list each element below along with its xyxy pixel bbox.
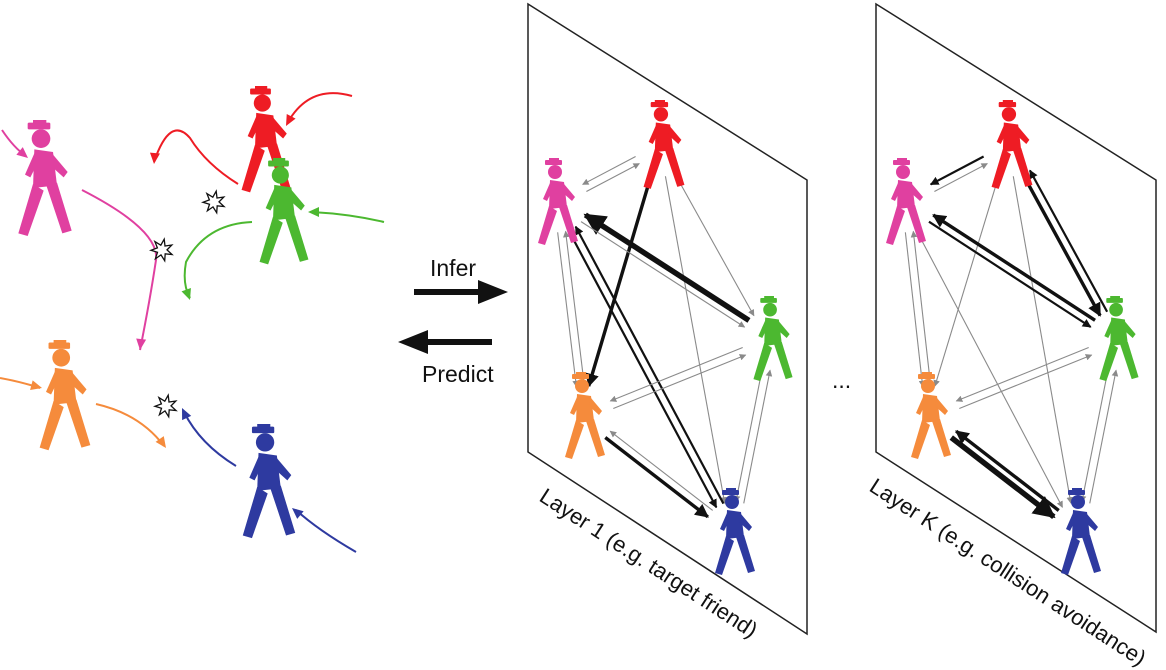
layerK-edge-blue-to-green (1089, 369, 1119, 504)
layerK-edge-green-to-pink (932, 213, 1096, 322)
layer1-edge-red-to-orange (585, 173, 654, 388)
trajectory-arrowhead (286, 113, 296, 126)
trajectory-arrowhead (182, 408, 192, 421)
layer1-edge-pink-to-red (586, 163, 640, 193)
layerK-edge-red-to-orange (933, 173, 1000, 387)
layer1-edge-blue-to-pink (574, 225, 725, 505)
green-trajectory-in (311, 211, 385, 223)
left-scene (0, 86, 385, 553)
layerK-edge-red-to-pink (929, 155, 985, 186)
trajectory-arrowhead (136, 338, 147, 350)
layer1-edge-blue-to-orange (609, 430, 714, 511)
layerK-edge-orange-to-blue (949, 435, 1056, 519)
pink-trajectory-out (81, 189, 158, 351)
layer1-edge-green-to-orange (609, 347, 743, 402)
orange-pedestrian-icon (39, 340, 91, 451)
trajectory-arrowhead (181, 287, 191, 300)
layerK-edge-pink-to-orange (904, 232, 926, 388)
blue-trajectory-in (295, 509, 357, 553)
layer1-edge-red-to-pink (582, 155, 636, 185)
red-trajectory-out (153, 129, 239, 185)
layer-1-panel: Layer 1 (e.g. target friend) (527, 2, 808, 643)
layerK-edge-pink-to-green (928, 220, 1092, 328)
layerK-edge-red-to-blue (1012, 176, 1074, 504)
layerK-edge-blue-to-orange (955, 429, 1060, 512)
layerK-edge-orange-to-pink (910, 230, 932, 386)
layer-k-panel: Layer K (e.g. collision avoidance) (865, 2, 1157, 670)
layer-k-frame (875, 2, 1157, 634)
layer1-edge-pink-to-green (580, 221, 746, 328)
layer1-edge-orange-to-blue (604, 436, 709, 519)
layerK-edge-pink-to-blue (915, 230, 1063, 508)
layers-ellipsis: ... (832, 367, 851, 393)
collision-star-icon (148, 237, 174, 263)
layerK-edge-green-to-blue (1079, 368, 1109, 503)
layer1-edge-green-to-pink (583, 212, 751, 323)
layer1-edge-green-to-blue (733, 368, 763, 503)
layerK-edge-red-to-green (1021, 173, 1102, 317)
layer1-edge-red-to-green (674, 173, 755, 317)
infer-predict-arrows: Infer Predict (398, 255, 508, 387)
layerK-edge-green-to-orange (955, 347, 1089, 402)
trajectory-arrowhead (149, 152, 160, 164)
pink-pedestrian-icon (18, 120, 72, 236)
layer1-edge-pink-to-orange (557, 232, 579, 388)
layerK-edge-pink-to-red (934, 163, 988, 193)
green-trajectory-out (183, 221, 253, 299)
collision-star-icon (152, 393, 178, 419)
trajectory-arrowhead (292, 508, 304, 519)
layer-1-frame (527, 2, 808, 636)
trajectory-arrowhead (155, 436, 166, 448)
layer1-edge-orange-to-pink (563, 230, 585, 386)
layer1-edge-blue-to-green (743, 369, 773, 504)
predict-label: Predict (422, 361, 494, 387)
trajectory-arrowhead (308, 207, 319, 217)
layerK-edge-green-to-red (1028, 169, 1109, 313)
blue-pedestrian-icon (242, 424, 296, 539)
layer1-edge-orange-to-green (613, 354, 747, 409)
orange-trajectory-out (95, 403, 165, 447)
green-pedestrian-icon (259, 158, 309, 265)
trajectory-arrowhead (30, 380, 42, 390)
layer1-edge-red-to-blue (664, 176, 727, 504)
collision-star-icon (200, 189, 226, 215)
layer1-edge-pink-to-blue (567, 229, 718, 509)
blue-trajectory-out (183, 411, 237, 467)
trajectory-arrowhead (16, 147, 28, 158)
infer-label: Infer (430, 255, 476, 281)
layerK-edge-orange-to-green (959, 354, 1093, 409)
red-trajectory-in (287, 92, 353, 123)
